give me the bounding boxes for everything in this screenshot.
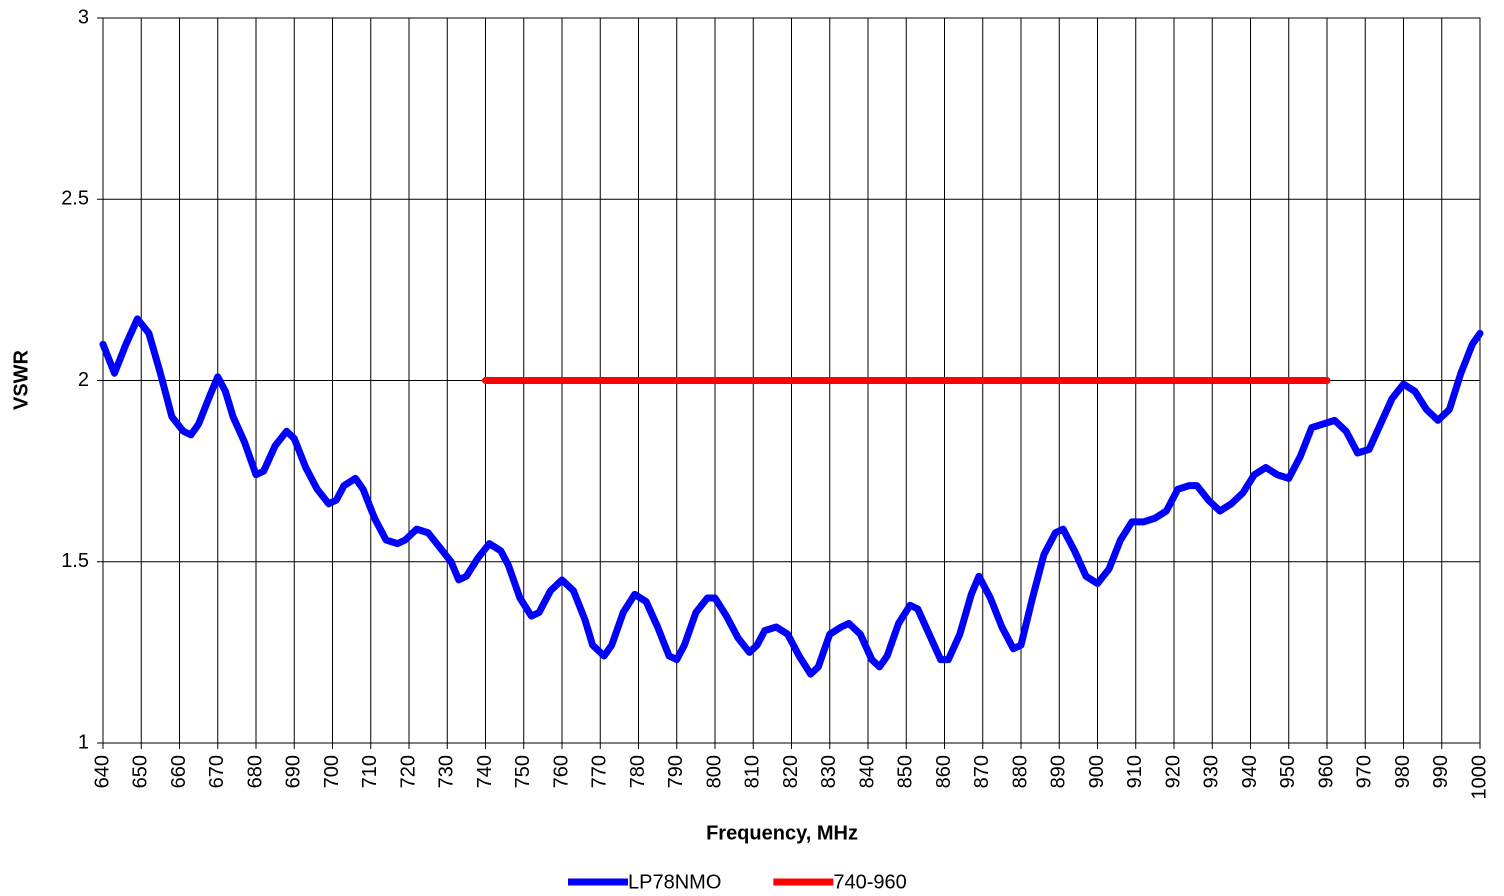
x-tick-label: 850 bbox=[895, 755, 917, 788]
x-tick-label: 940 bbox=[1239, 755, 1261, 788]
x-tick-label: 780 bbox=[627, 755, 649, 788]
x-tick-label: 800 bbox=[703, 755, 725, 788]
y-axis-label: VSWR bbox=[10, 349, 32, 410]
x-tick-label: 740 bbox=[474, 755, 496, 788]
x-tick-label: 640 bbox=[91, 755, 113, 788]
x-tick-label: 760 bbox=[550, 755, 572, 788]
x-tick-label: 730 bbox=[436, 755, 458, 788]
x-tick-label: 810 bbox=[742, 755, 764, 788]
x-tick-label: 820 bbox=[780, 755, 802, 788]
y-tick-label: 2.5 bbox=[61, 188, 89, 210]
x-tick-label: 660 bbox=[168, 755, 190, 788]
x-tick-label: 840 bbox=[856, 755, 878, 788]
y-tick-label: 1.5 bbox=[61, 550, 89, 572]
x-tick-label: 690 bbox=[283, 755, 305, 788]
x-tick-label: 970 bbox=[1354, 755, 1376, 788]
x-tick-label: 980 bbox=[1392, 755, 1414, 788]
y-tick-label: 3 bbox=[78, 6, 89, 28]
y-tick-label: 1 bbox=[78, 731, 89, 753]
x-tick-label: 650 bbox=[130, 755, 152, 788]
x-tick-label: 910 bbox=[1124, 755, 1146, 788]
x-tick-label: 990 bbox=[1430, 755, 1452, 788]
x-tick-label: 670 bbox=[206, 755, 228, 788]
x-tick-label: 860 bbox=[933, 755, 955, 788]
legend-label: 740-960 bbox=[833, 871, 906, 893]
x-tick-label: 870 bbox=[971, 755, 993, 788]
legend-label: LP78NMO bbox=[628, 871, 721, 893]
y-tick-label: 2 bbox=[78, 369, 89, 391]
x-tick-label: 900 bbox=[1086, 755, 1108, 788]
x-tick-label: 950 bbox=[1277, 755, 1299, 788]
x-tick-label: 710 bbox=[359, 755, 381, 788]
x-tick-label: 930 bbox=[1201, 755, 1223, 788]
x-tick-label: 680 bbox=[244, 755, 266, 788]
x-tick-label: 770 bbox=[589, 755, 611, 788]
x-tick-label: 960 bbox=[1315, 755, 1337, 788]
line-series bbox=[99, 315, 1484, 678]
x-tick-label: 790 bbox=[665, 755, 687, 788]
x-tick-label: 890 bbox=[1048, 755, 1070, 788]
x-tick-label: 920 bbox=[1162, 755, 1184, 788]
x-tick-label: 700 bbox=[321, 755, 343, 788]
x-tick-label: 880 bbox=[1009, 755, 1031, 788]
x-tick-label: 750 bbox=[512, 755, 534, 788]
x-tick-label: 1000 bbox=[1468, 755, 1490, 800]
x-tick-label: 720 bbox=[397, 755, 419, 788]
x-tick-label: 830 bbox=[818, 755, 840, 788]
x-axis-label: Frequency, MHz bbox=[706, 822, 858, 844]
